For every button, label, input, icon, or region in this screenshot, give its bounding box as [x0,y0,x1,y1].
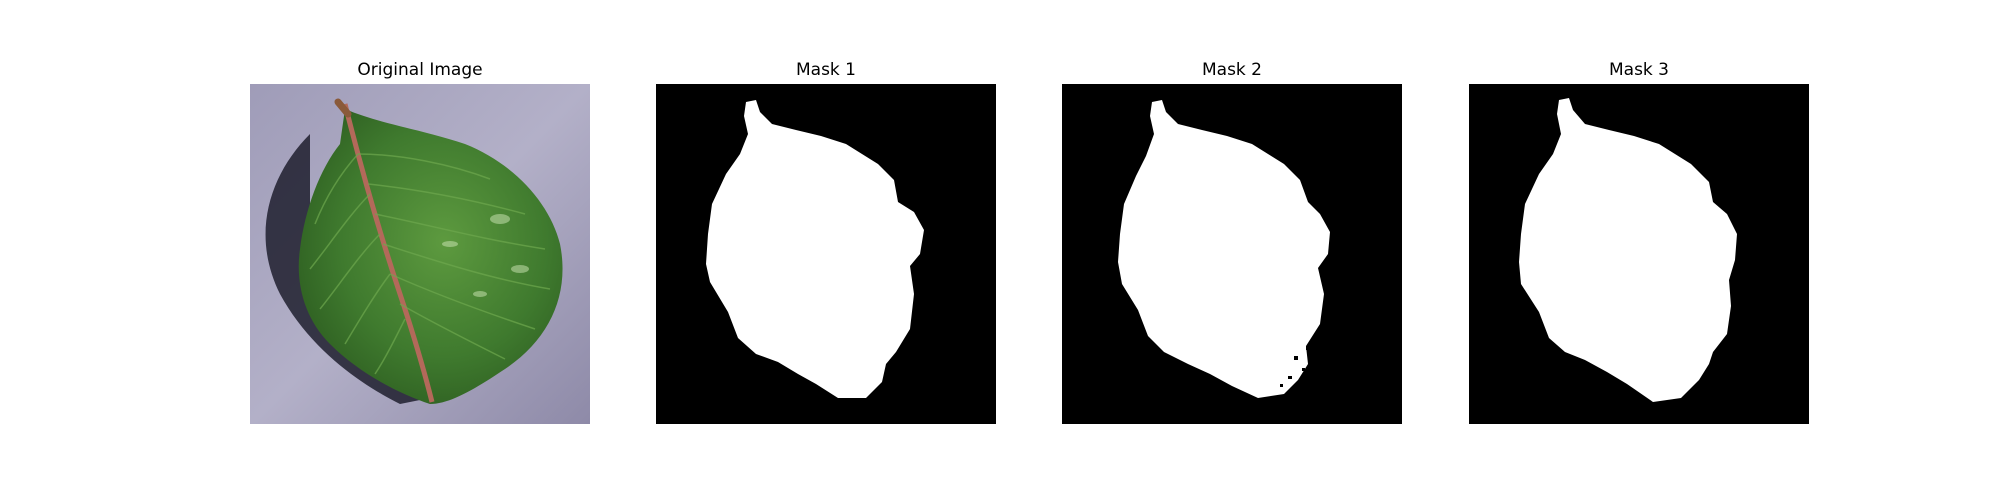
mask-2-image [1062,84,1402,424]
leaf-midrib [342,103,435,403]
mask-3-foreground [1519,98,1737,402]
leaf-highlights [442,214,529,297]
leaf-shadow [265,134,425,404]
panel-title: Mask 1 [795,60,856,80]
mask-1-svg [656,84,996,424]
panel-title: Original Image [357,60,483,80]
mask-2-noise [1280,346,1309,387]
original-leaf-photo [250,84,590,424]
panel-mask-3: Mask 3 [1469,58,1809,424]
mask-2-foreground [1118,100,1330,398]
panel-original-image: Original Image [250,58,590,424]
panel-title: Mask 3 [1608,60,1669,80]
mask-3-svg [1469,84,1809,424]
leaf-stem [334,98,352,118]
panel-title: Mask 2 [1201,60,1262,80]
panel-mask-2: Mask 2 [1062,58,1402,424]
mask-3-image [1469,84,1809,424]
mask-1-image [656,84,996,424]
leaf-photo-svg [250,84,590,424]
panel-mask-1: Mask 1 [656,58,996,424]
mask-1-foreground [706,100,924,398]
mask-2-svg [1062,84,1402,424]
leaf-veins [309,153,551,375]
